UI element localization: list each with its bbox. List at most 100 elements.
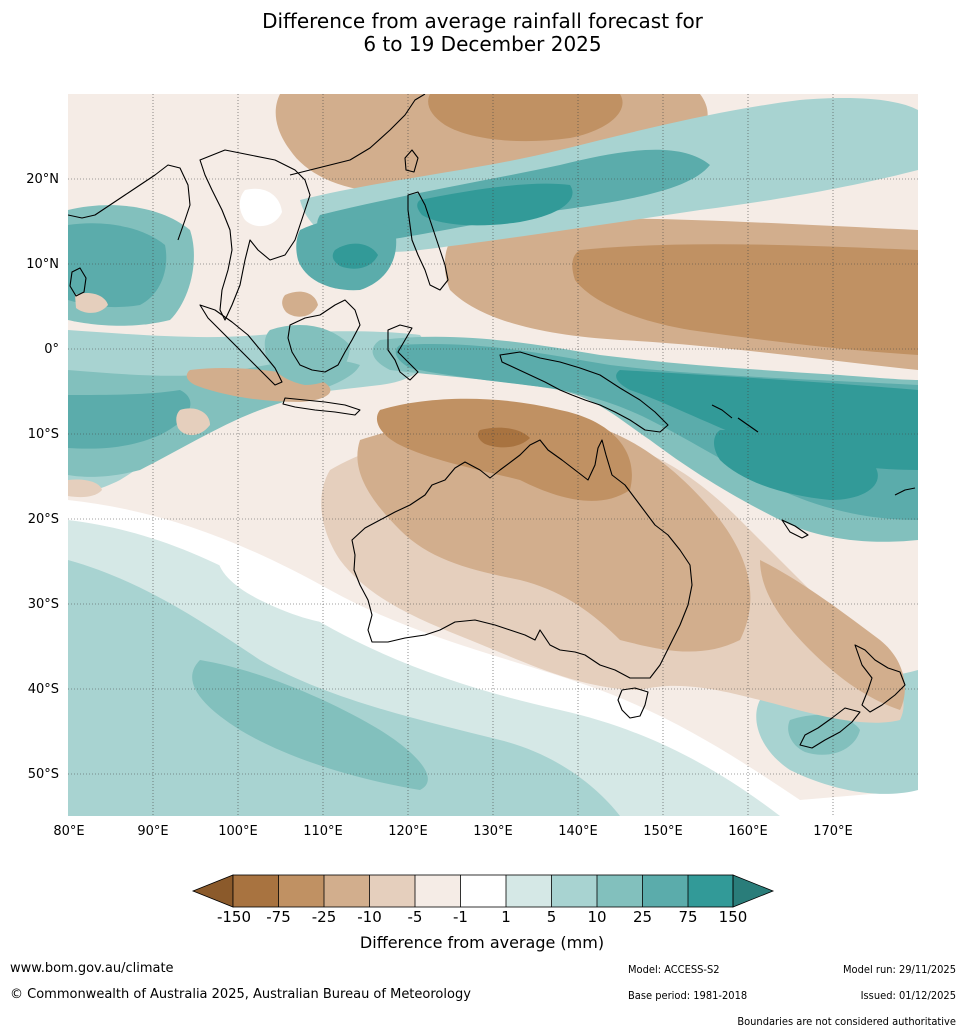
lon-tick-80: 80°E bbox=[53, 824, 84, 839]
borneo-coastline bbox=[287, 299, 361, 373]
new-caledonia-coastline bbox=[781, 519, 809, 539]
model-name: Model: ACCESS-S2 bbox=[628, 963, 720, 976]
base-period: Base period: 1981-2018 bbox=[628, 989, 748, 1002]
cb-tick-0: -150 bbox=[217, 908, 251, 926]
indian-ocean-dry-spot-1 bbox=[75, 293, 108, 313]
lon-tick-100: 100°E bbox=[218, 824, 258, 839]
colorbar-bin-5 bbox=[415, 875, 461, 907]
sulawesi-coastline bbox=[387, 324, 419, 381]
colorbar-tick-labels: -150 -75 -25 -10 -5 -1 1 5 10 25 75 150 bbox=[217, 908, 747, 926]
lat-tick-30s: 30°S bbox=[28, 597, 59, 612]
coral-sea-wet-peak bbox=[714, 430, 878, 500]
lon-tick-170: 170°E bbox=[813, 824, 853, 839]
gulf-thailand-dry-spot bbox=[282, 291, 318, 317]
sumatra-coastline bbox=[199, 304, 283, 386]
coastlines bbox=[68, 94, 916, 749]
fiji-coastline bbox=[894, 487, 916, 496]
colorbar-bin-4 bbox=[369, 875, 415, 907]
cb-tick-3: -10 bbox=[357, 908, 382, 926]
longitude-tick-labels: 80°E 90°E 100°E 110°E 120°E 130°E 140°E … bbox=[53, 824, 852, 839]
china-coastline bbox=[289, 94, 426, 176]
cb-tick-8: 10 bbox=[587, 908, 606, 926]
sri-lanka-coastline bbox=[69, 267, 87, 297]
tasman-dry-area bbox=[760, 560, 905, 710]
lon-tick-110: 110°E bbox=[303, 824, 343, 839]
lon-tick-160: 160°E bbox=[728, 824, 768, 839]
pacific-dry-core bbox=[572, 244, 918, 355]
indian-ocean-white-patch bbox=[217, 545, 360, 624]
colorbar-bin-6 bbox=[460, 875, 506, 907]
australia-coastline bbox=[351, 439, 693, 679]
cb-tick-11: 150 bbox=[719, 908, 748, 926]
taiwan-coastline bbox=[404, 149, 419, 173]
indian-ocean-dry-spot-3 bbox=[68, 479, 102, 498]
nz-north-island-coastline bbox=[854, 644, 906, 713]
cb-tick-6: 1 bbox=[501, 908, 511, 926]
southern-ocean-wet-band-3 bbox=[192, 660, 428, 790]
lat-tick-10n: 10°N bbox=[26, 257, 59, 272]
map-plot-area bbox=[68, 94, 918, 816]
australia-dry-core bbox=[357, 416, 751, 652]
colorbar-under-arrow bbox=[191, 874, 234, 908]
colorbar-over-arrow bbox=[732, 874, 775, 908]
colorbar-bin-10 bbox=[642, 875, 688, 907]
north-pacific-wet-peak bbox=[417, 183, 573, 226]
west-white-patch bbox=[239, 188, 282, 227]
bay-of-bengal-wet-core bbox=[68, 223, 167, 308]
lat-tick-20s: 20°S bbox=[28, 512, 59, 527]
cb-tick-5: -1 bbox=[453, 908, 468, 926]
tasmania-coastline bbox=[617, 687, 649, 719]
colorbar-bin-11 bbox=[688, 875, 733, 907]
colorbar-bin-2 bbox=[278, 875, 324, 907]
model-run-date: Model run: 29/11/2025 bbox=[843, 963, 956, 976]
lat-tick-10s: 10°S bbox=[28, 427, 59, 442]
cb-tick-9: 25 bbox=[633, 908, 652, 926]
website-link[interactable]: www.bom.gov.au/climate bbox=[10, 961, 174, 976]
graticule bbox=[68, 94, 918, 816]
colorbar-bin-1 bbox=[233, 875, 279, 907]
latitude-tick-labels: 20°N 10°N 0° 10°S 20°S 30°S 40°S 50°S bbox=[26, 172, 59, 782]
cb-tick-7: 5 bbox=[547, 908, 557, 926]
colorbar: -150 -75 -25 -10 -5 -1 1 5 10 25 75 150 … bbox=[191, 874, 775, 952]
title-line-2: 6 to 19 December 2025 bbox=[363, 32, 602, 56]
colorbar-bin-7 bbox=[506, 875, 552, 907]
cb-tick-4: -5 bbox=[408, 908, 423, 926]
colorbar-bin-3 bbox=[324, 875, 370, 907]
new-guinea-coastline bbox=[499, 351, 669, 433]
lon-tick-150: 150°E bbox=[643, 824, 683, 839]
png-pacific-wet-peak bbox=[616, 370, 918, 470]
colorbar-label: Difference from average (mm) bbox=[360, 933, 604, 952]
lat-tick-20n: 20°N bbox=[26, 172, 59, 187]
copyright-notice: © Commonwealth of Australia 2025, Austra… bbox=[10, 987, 471, 1002]
indian-ocean-dry-spot-2 bbox=[176, 408, 210, 436]
map-title: Difference from average rainfall forecas… bbox=[0, 10, 965, 56]
south-china-sea-wet-core bbox=[332, 243, 378, 269]
boundaries-disclaimer: Boundaries are not considered authoritat… bbox=[737, 1015, 956, 1028]
lat-tick-40s: 40°S bbox=[28, 682, 59, 697]
colorbar-outline bbox=[232, 874, 734, 908]
lon-tick-120: 120°E bbox=[388, 824, 428, 839]
southern-ocean-wet-band-2 bbox=[68, 560, 620, 816]
colorbar-bin-8 bbox=[551, 875, 597, 907]
solomon-islands-coastline bbox=[711, 404, 759, 433]
nz-south-wet-area bbox=[788, 714, 860, 755]
north-subtropical-dry-core bbox=[428, 94, 623, 142]
lon-tick-140: 140°E bbox=[558, 824, 598, 839]
lon-tick-130: 130°E bbox=[473, 824, 513, 839]
lon-tick-90: 90°E bbox=[137, 824, 168, 839]
lat-tick-50s: 50°S bbox=[28, 767, 59, 782]
philippines-coastline bbox=[407, 191, 449, 291]
nz-south-island-coastline bbox=[799, 707, 861, 749]
lat-tick-0: 0° bbox=[44, 342, 59, 357]
india-coastline bbox=[68, 164, 191, 241]
cb-tick-2: -25 bbox=[312, 908, 337, 926]
colorbar-bin-9 bbox=[597, 875, 643, 907]
java-coastline bbox=[282, 397, 361, 416]
colorbar-dividers bbox=[278, 875, 689, 907]
cb-tick-1: -75 bbox=[266, 908, 291, 926]
title-line-1: Difference from average rainfall forecas… bbox=[262, 9, 703, 33]
arnhem-dry-core bbox=[477, 427, 530, 448]
issued-date: Issued: 01/12/2025 bbox=[860, 989, 956, 1002]
north-australia-dry-core bbox=[376, 398, 632, 501]
